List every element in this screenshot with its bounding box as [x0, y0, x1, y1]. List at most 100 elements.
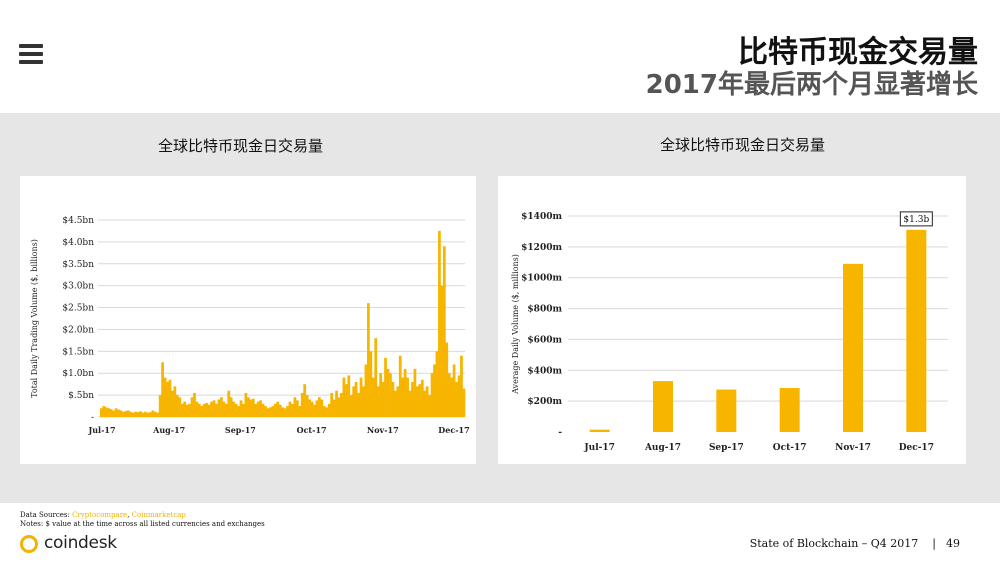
- volume-bar: [354, 381, 358, 417]
- hamburger-menu-icon[interactable]: [19, 44, 43, 64]
- volume-bar: [293, 397, 297, 417]
- volume-bar: [234, 403, 238, 417]
- slide-footer: [0, 503, 1000, 563]
- slide-title: 比特币现金交易量: [738, 35, 978, 70]
- footnote: Notes: $ value at the time across all li…: [20, 520, 265, 528]
- volume-bar: [261, 403, 265, 417]
- value-callout-box: [899, 211, 933, 227]
- volume-bar: [428, 395, 432, 417]
- volume-bar: [376, 386, 380, 417]
- volume-bar: [166, 381, 169, 417]
- volume-bar: [450, 377, 454, 417]
- x-tick-label: Sep-17: [709, 443, 744, 453]
- volume-bar: [300, 392, 304, 417]
- y-tick-label: $200m: [527, 397, 562, 407]
- volume-bar: [435, 351, 439, 417]
- volume-bar: [381, 381, 385, 417]
- volume-bar: [460, 355, 463, 417]
- volume-bar: [332, 399, 336, 417]
- volume-bar: [403, 368, 407, 417]
- volume-bar: [156, 412, 160, 417]
- volume-bar: [175, 395, 179, 417]
- volume-bar: [134, 411, 138, 417]
- volume-bar: [114, 408, 118, 417]
- volume-bar: [126, 410, 130, 417]
- volume-bar: [183, 401, 187, 417]
- volume-bar: [178, 397, 182, 417]
- volume-bar: [445, 342, 449, 417]
- volume-bar: [153, 411, 157, 417]
- volume-bar: [227, 390, 231, 417]
- volume-bar: [205, 402, 209, 417]
- volume-bar: [352, 386, 356, 417]
- volume-bar: [303, 384, 307, 417]
- slide-subtitle: 2017年最后两个月显著增长: [645, 70, 978, 100]
- volume-bar: [442, 246, 446, 417]
- volume-bar: [347, 375, 351, 417]
- volume-bar: [393, 390, 397, 417]
- volume-bar: [173, 386, 177, 417]
- daily-volume-chart: - $.5bn $1.0bn $1.5bn $2.0bn $2.5bn $3.0bn $3.5…: [30, 216, 470, 435]
- y-axis-label: Average Daily Volume ($, millions): [511, 254, 520, 395]
- y-tick-label: $800m: [527, 305, 562, 315]
- monthly-average-chart-panel: - $200m $400m $600m $800m $1000m $1200m $1400m A…: [498, 176, 966, 464]
- average-volume-bar: [653, 381, 673, 432]
- volume-bar: [398, 355, 402, 417]
- volume-bar: [359, 377, 363, 417]
- y-tick-label: $4.0bn: [62, 238, 94, 248]
- volume-bar: [195, 401, 199, 417]
- volume-bar: [313, 404, 316, 417]
- y-tick-label: $1000m: [521, 274, 562, 284]
- volume-bar: [408, 390, 412, 417]
- volume-bar: [425, 386, 429, 417]
- volume-bar: [364, 364, 368, 417]
- volume-bar: [210, 401, 213, 417]
- volume-bar: [207, 404, 211, 417]
- volume-bar: [112, 410, 115, 417]
- data-sources: Data Sources: Cryptocompare, Coinmarketc…: [20, 511, 186, 519]
- y-tick-label: $1400m: [521, 212, 562, 222]
- volume-bar: [259, 400, 262, 417]
- volume-bar: [163, 377, 167, 417]
- volume-bar: [107, 408, 111, 417]
- source-link-cryptocompare[interactable]: Cryptocompare: [72, 511, 128, 519]
- volume-bar: [273, 403, 277, 417]
- volume-bar: [180, 403, 184, 417]
- x-tick-label: Dec-17: [899, 443, 934, 453]
- volume-bar: [413, 368, 417, 417]
- y-tick-label: $3.0bn: [62, 282, 94, 292]
- y-tick-label: $400m: [527, 366, 562, 376]
- volume-bar: [283, 408, 287, 417]
- average-volume-bar: [843, 263, 863, 432]
- volume-bar: [151, 410, 155, 417]
- y-axis-label: Total Daily Trading Volume ($, billions): [30, 239, 39, 398]
- volume-bar: [124, 410, 128, 417]
- volume-bar: [305, 395, 309, 417]
- volume-bar: [269, 407, 272, 417]
- average-volume-bar: [779, 388, 800, 432]
- y-tick-label: $1.0bn: [62, 369, 94, 379]
- volume-bar: [411, 381, 414, 417]
- average-volume-bar: [906, 229, 927, 432]
- volume-bar: [222, 401, 226, 417]
- slide-header: 比特币现金交易量 2017年最后两个月显著增长: [0, 0, 1000, 113]
- source-link-coinmarketcap[interactable]: Coinmarketcap: [131, 511, 186, 519]
- volume-bar: [433, 364, 436, 417]
- y-tick-label: $4.5bn: [62, 216, 94, 226]
- volume-bar: [322, 406, 326, 417]
- volume-bar: [423, 390, 427, 417]
- report-title: State of Blockchain – Q4 2017: [749, 537, 919, 550]
- volume-bar: [109, 409, 113, 417]
- y-tick-label: -: [558, 428, 562, 438]
- volume-bar: [102, 406, 106, 417]
- volume-bar: [249, 399, 253, 417]
- page-number: 49: [946, 537, 960, 550]
- y-tick-label: $600m: [527, 335, 562, 345]
- y-tick-label: $2.0bn: [62, 325, 94, 335]
- volume-bar: [291, 403, 294, 417]
- volume-bar: [104, 407, 108, 417]
- volume-bar: [286, 406, 289, 417]
- volume-bar: [136, 412, 140, 417]
- volume-bar: [242, 403, 245, 417]
- volume-bar: [266, 408, 270, 417]
